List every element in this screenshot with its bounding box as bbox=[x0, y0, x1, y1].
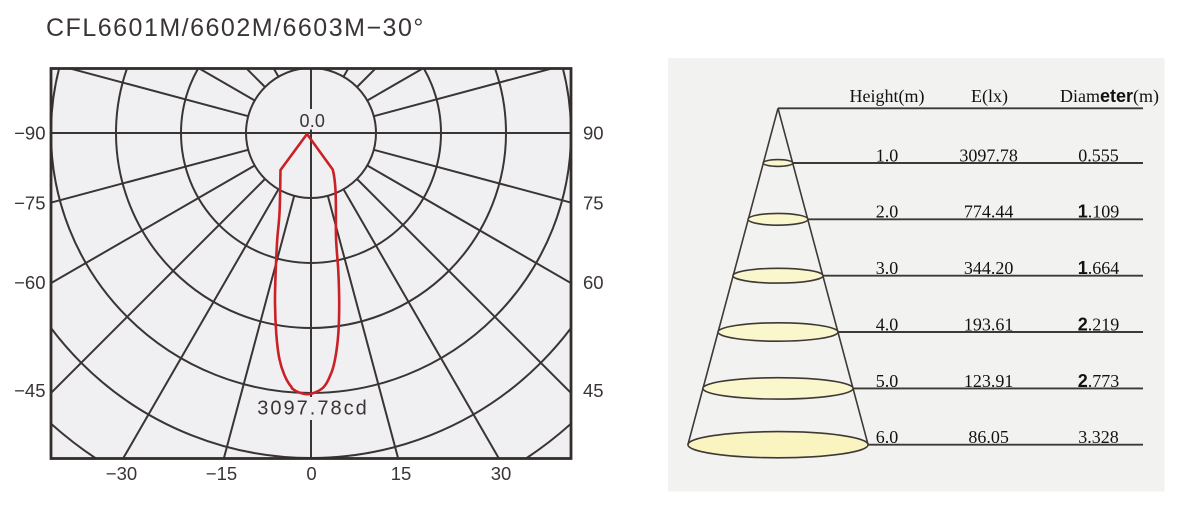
svg-text:123.91: 123.91 bbox=[964, 371, 1014, 391]
svg-text:60: 60 bbox=[583, 272, 604, 293]
svg-text:2.773: 2.773 bbox=[1078, 371, 1120, 391]
svg-text:15: 15 bbox=[391, 463, 412, 484]
svg-text:30: 30 bbox=[491, 463, 512, 484]
svg-text:3097.78: 3097.78 bbox=[959, 145, 1018, 165]
svg-text:CFL6601M/6602M/6603M−30°: CFL6601M/6602M/6603M−30° bbox=[46, 14, 425, 42]
svg-text:−90: −90 bbox=[14, 123, 45, 144]
svg-text:−75: −75 bbox=[14, 193, 45, 214]
svg-text:75: 75 bbox=[583, 193, 604, 214]
svg-text:4.0: 4.0 bbox=[876, 314, 899, 334]
svg-text:1.109: 1.109 bbox=[1078, 202, 1120, 222]
svg-text:3.328: 3.328 bbox=[1078, 427, 1119, 447]
svg-text:5.0: 5.0 bbox=[876, 371, 899, 391]
svg-text:E(lx): E(lx) bbox=[971, 86, 1008, 107]
svg-text:1.0: 1.0 bbox=[876, 145, 899, 165]
svg-text:Height(m): Height(m) bbox=[850, 86, 925, 107]
svg-text:193.61: 193.61 bbox=[964, 314, 1014, 334]
svg-text:3.0: 3.0 bbox=[876, 258, 899, 278]
svg-text:0.0: 0.0 bbox=[299, 111, 325, 131]
svg-text:90: 90 bbox=[583, 123, 604, 144]
svg-text:45: 45 bbox=[583, 380, 604, 401]
svg-text:−45: −45 bbox=[14, 380, 45, 401]
svg-text:2.0: 2.0 bbox=[876, 202, 899, 222]
svg-text:−30: −30 bbox=[106, 463, 137, 484]
svg-text:1.664: 1.664 bbox=[1078, 258, 1120, 278]
svg-text:2.219: 2.219 bbox=[1078, 314, 1120, 334]
svg-text:−60: −60 bbox=[14, 272, 45, 293]
svg-text:0.555: 0.555 bbox=[1078, 145, 1119, 165]
svg-text:Diameter(m): Diameter(m) bbox=[1060, 86, 1159, 107]
svg-text:3097.78cd: 3097.78cd bbox=[257, 398, 368, 420]
svg-text:86.05: 86.05 bbox=[968, 427, 1009, 447]
svg-text:774.44: 774.44 bbox=[964, 202, 1014, 222]
svg-text:6.0: 6.0 bbox=[876, 427, 899, 447]
svg-text:344.20: 344.20 bbox=[964, 258, 1014, 278]
svg-text:0: 0 bbox=[306, 463, 316, 484]
svg-text:−15: −15 bbox=[206, 463, 237, 484]
